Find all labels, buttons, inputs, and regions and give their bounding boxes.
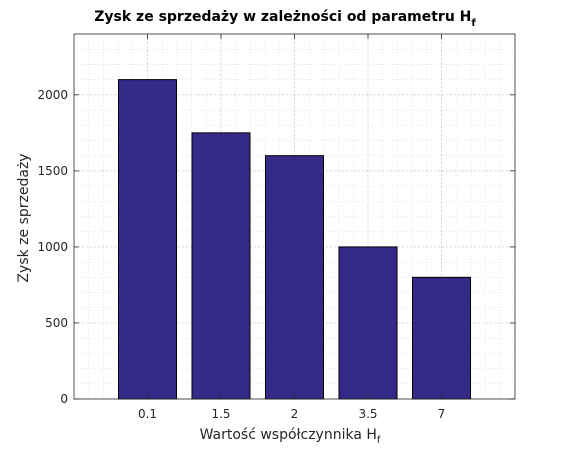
x-tick-label: 3.5	[358, 407, 377, 421]
bar-2	[265, 155, 324, 400]
chart-title: Zysk ze sprzedaży w zależności od parame…	[94, 9, 476, 29]
x-tick-label: 2	[291, 407, 299, 421]
y-tick-label: 500	[45, 316, 68, 330]
bars	[118, 79, 471, 400]
axis-ticks: 0 500 1000 1500 2000 0.1 1.5 2 3.5 7	[37, 34, 515, 421]
bar-0.1	[118, 79, 177, 400]
x-tick-label: 1.5	[211, 407, 230, 421]
y-tick-label: 0	[60, 392, 68, 406]
x-axis-label: Wartość współczynnika Hf	[200, 427, 381, 446]
bar-7	[412, 276, 471, 400]
bar-1.5	[191, 132, 251, 400]
bar-3.5	[338, 246, 398, 400]
y-tick-label: 1500	[37, 164, 68, 178]
x-tick-label: 0.1	[138, 407, 157, 421]
y-tick-label: 1000	[37, 240, 68, 254]
y-axis-label: Zysk ze sprzedaży	[16, 153, 32, 282]
x-tick-label: 7	[438, 407, 446, 421]
y-tick-label: 2000	[37, 88, 68, 102]
